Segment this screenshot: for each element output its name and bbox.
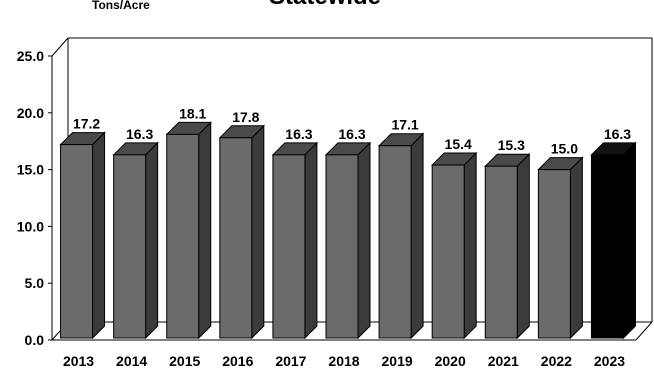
bars-group <box>59 121 637 340</box>
side-wall-top-edge <box>51 37 69 57</box>
bar-front <box>431 164 465 339</box>
data-label: 15.4 <box>445 136 472 152</box>
x-tick-label: 2020 <box>435 353 466 369</box>
bar-side <box>357 141 371 340</box>
bar-front <box>484 165 518 339</box>
bar-side <box>251 124 265 340</box>
bar-side <box>569 156 583 340</box>
bar-front <box>219 137 253 339</box>
data-label: 15.0 <box>551 141 578 157</box>
x-tick-label: 2019 <box>382 353 413 369</box>
data-label: 17.1 <box>391 117 418 133</box>
floor-right-edge <box>635 321 653 341</box>
data-label: 16.3 <box>126 126 153 142</box>
x-tick-label: 2021 <box>488 353 519 369</box>
y-tick-label: 15.0 <box>17 162 44 178</box>
bar-front <box>272 154 306 339</box>
bar-side <box>516 152 530 340</box>
bar-2014 <box>112 141 159 340</box>
x-tick-label: 2022 <box>541 353 572 369</box>
bar-side <box>92 131 106 340</box>
y-tick-label: 10.0 <box>17 218 44 234</box>
bar-front <box>590 154 624 339</box>
bar-side <box>410 132 424 340</box>
y-tick-label: 5.0 <box>25 275 45 291</box>
y-tick-label: 0.0 <box>25 332 45 348</box>
data-label: 17.2 <box>73 116 100 132</box>
bar-front <box>537 169 571 339</box>
data-label: 16.3 <box>285 126 312 142</box>
bar-2020 <box>430 151 478 340</box>
bar-front <box>378 145 412 339</box>
x-tick-label: 2013 <box>63 353 94 369</box>
x-tick-label: 2014 <box>116 353 147 369</box>
chart-title: Statewide <box>269 0 381 10</box>
x-tick-label: 2015 <box>169 353 200 369</box>
bar-2013 <box>59 131 106 340</box>
bar-front <box>113 154 147 339</box>
labels-group: 0.0 5.0 10.0 15.0 20.0 25.0 17.2 2013 16.3 2014 18… <box>17 48 632 369</box>
bar-front <box>60 144 94 339</box>
x-tick-label: 2016 <box>222 353 253 369</box>
bar-side <box>145 141 159 340</box>
data-label: 18.1 <box>179 105 206 121</box>
bar-front <box>166 133 200 339</box>
bar-2021 <box>484 152 531 340</box>
bar-2018 <box>324 141 372 340</box>
bar-side <box>622 141 636 340</box>
bar-side <box>198 121 212 340</box>
bar-side <box>463 151 477 340</box>
x-tick-label: 2023 <box>594 353 625 369</box>
x-tick-label: 2018 <box>328 353 359 369</box>
y-tick-label: 25.0 <box>17 48 44 64</box>
bar-2017 <box>271 141 319 340</box>
bar-front <box>325 154 359 339</box>
bar-2015 <box>165 121 212 340</box>
data-label: 16.3 <box>338 126 365 142</box>
data-label: 17.8 <box>232 109 259 125</box>
x-tick-label: 2017 <box>275 353 306 369</box>
y-axis-unit-label: Tons/Acre <box>92 0 150 12</box>
bar-2023 <box>590 141 637 340</box>
data-label: 15.3 <box>498 137 525 153</box>
y-tick-label: 20.0 <box>17 105 44 121</box>
bar-side <box>304 141 318 340</box>
bar-2022 <box>537 156 584 340</box>
data-label: 16.3 <box>604 126 631 142</box>
bar-2019 <box>377 132 425 340</box>
bar-2016 <box>218 124 266 340</box>
